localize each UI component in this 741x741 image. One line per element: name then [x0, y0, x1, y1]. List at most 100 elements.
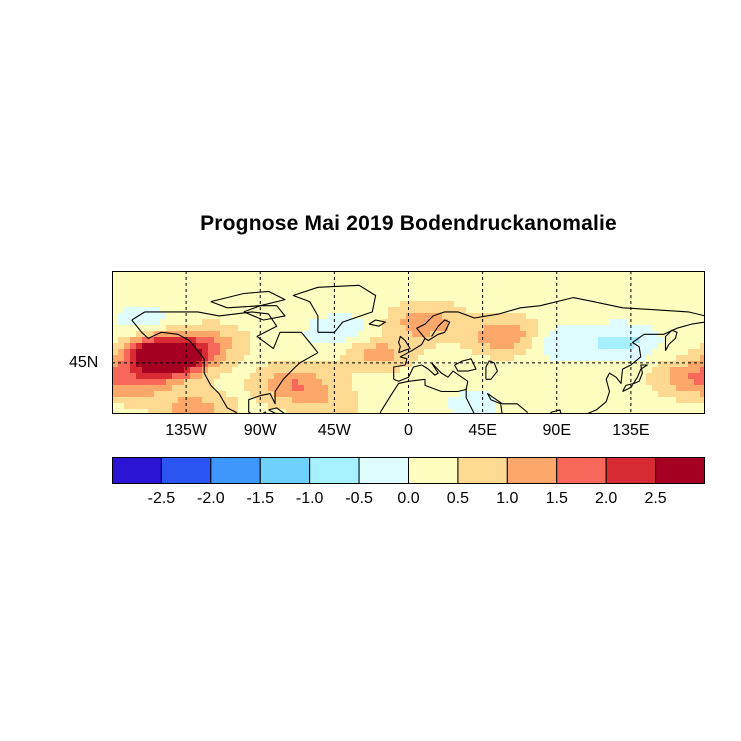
- anomaly-cell: [634, 307, 640, 313]
- anomaly-cell: [358, 337, 364, 343]
- map-canvas: [112, 271, 705, 414]
- anomaly-cell: [664, 277, 670, 283]
- anomaly-cell: [670, 319, 676, 325]
- anomaly-cell: [526, 283, 532, 289]
- anomaly-cell: [178, 361, 184, 367]
- anomaly-cell: [316, 301, 322, 307]
- anomaly-cell: [622, 361, 628, 367]
- anomaly-cell: [130, 391, 136, 397]
- anomaly-cell: [160, 385, 166, 391]
- anomaly-cell: [634, 331, 640, 337]
- anomaly-cell: [286, 277, 292, 283]
- anomaly-cell: [298, 409, 304, 414]
- anomaly-cell: [700, 409, 705, 414]
- anomaly-cell: [436, 409, 442, 414]
- anomaly-cell: [334, 313, 340, 319]
- anomaly-cell: [328, 379, 334, 385]
- anomaly-cell: [598, 361, 604, 367]
- anomaly-cell: [586, 325, 592, 331]
- anomaly-cell: [346, 325, 352, 331]
- anomaly-cell: [160, 403, 166, 409]
- anomaly-cell: [202, 373, 208, 379]
- anomaly-cell: [118, 409, 124, 414]
- anomaly-cell: [454, 373, 460, 379]
- anomaly-cell: [472, 355, 478, 361]
- anomaly-cell: [682, 325, 688, 331]
- anomaly-cell: [172, 295, 178, 301]
- anomaly-cell: [304, 271, 310, 277]
- anomaly-cell: [658, 367, 664, 373]
- anomaly-cell: [538, 289, 544, 295]
- anomaly-cell: [322, 361, 328, 367]
- anomaly-cell: [334, 295, 340, 301]
- anomaly-cell: [610, 361, 616, 367]
- anomaly-cell: [280, 331, 286, 337]
- anomaly-cell: [238, 403, 244, 409]
- anomaly-cell: [400, 337, 406, 343]
- anomaly-cell: [454, 355, 460, 361]
- anomaly-cell: [442, 355, 448, 361]
- anomaly-cell: [454, 397, 460, 403]
- anomaly-cell: [640, 343, 646, 349]
- anomaly-cell: [310, 397, 316, 403]
- anomaly-cell: [418, 271, 424, 277]
- anomaly-cell: [448, 403, 454, 409]
- anomaly-cell: [148, 349, 154, 355]
- anomaly-cell: [130, 397, 136, 403]
- anomaly-cell: [214, 289, 220, 295]
- anomaly-cell: [196, 373, 202, 379]
- anomaly-cell: [562, 301, 568, 307]
- anomaly-cell: [322, 355, 328, 361]
- anomaly-cell: [430, 301, 436, 307]
- anomaly-cell: [634, 283, 640, 289]
- anomaly-cell: [328, 271, 334, 277]
- anomaly-cell: [172, 301, 178, 307]
- anomaly-cell: [340, 325, 346, 331]
- anomaly-cell: [418, 349, 424, 355]
- anomaly-cell: [526, 355, 532, 361]
- anomaly-cell: [478, 397, 484, 403]
- anomaly-cell: [322, 397, 328, 403]
- anomaly-cell: [382, 277, 388, 283]
- anomaly-cell: [682, 289, 688, 295]
- anomaly-cell: [694, 409, 700, 414]
- anomaly-cell: [682, 283, 688, 289]
- anomaly-cell: [580, 301, 586, 307]
- anomaly-cell: [232, 367, 238, 373]
- anomaly-cell: [148, 271, 154, 277]
- anomaly-cell: [142, 301, 148, 307]
- anomaly-cell: [484, 331, 490, 337]
- anomaly-cell: [652, 325, 658, 331]
- anomaly-cell: [250, 355, 256, 361]
- anomaly-cell: [658, 343, 664, 349]
- anomaly-cell: [298, 307, 304, 313]
- anomaly-cell: [166, 391, 172, 397]
- anomaly-cell: [472, 391, 478, 397]
- anomaly-cell: [694, 283, 700, 289]
- anomaly-cell: [622, 409, 628, 414]
- anomaly-cell: [250, 331, 256, 337]
- anomaly-cell: [298, 379, 304, 385]
- anomaly-cell: [580, 289, 586, 295]
- anomaly-cell: [148, 373, 154, 379]
- anomaly-cell: [430, 343, 436, 349]
- anomaly-cell: [526, 295, 532, 301]
- anomaly-cell: [592, 391, 598, 397]
- anomaly-cell: [574, 391, 580, 397]
- anomaly-cell: [652, 301, 658, 307]
- anomaly-cell: [598, 355, 604, 361]
- anomaly-cell: [682, 379, 688, 385]
- anomaly-cell: [244, 331, 250, 337]
- anomaly-cell: [394, 337, 400, 343]
- anomaly-cell: [508, 301, 514, 307]
- anomaly-cell: [184, 385, 190, 391]
- anomaly-cell: [478, 295, 484, 301]
- anomaly-cell: [382, 271, 388, 277]
- anomaly-cell: [688, 295, 694, 301]
- anomaly-cell: [388, 271, 394, 277]
- anomaly-cell: [460, 343, 466, 349]
- anomaly-cell: [472, 307, 478, 313]
- anomaly-cell: [148, 379, 154, 385]
- anomaly-cell: [154, 343, 160, 349]
- anomaly-cell: [502, 355, 508, 361]
